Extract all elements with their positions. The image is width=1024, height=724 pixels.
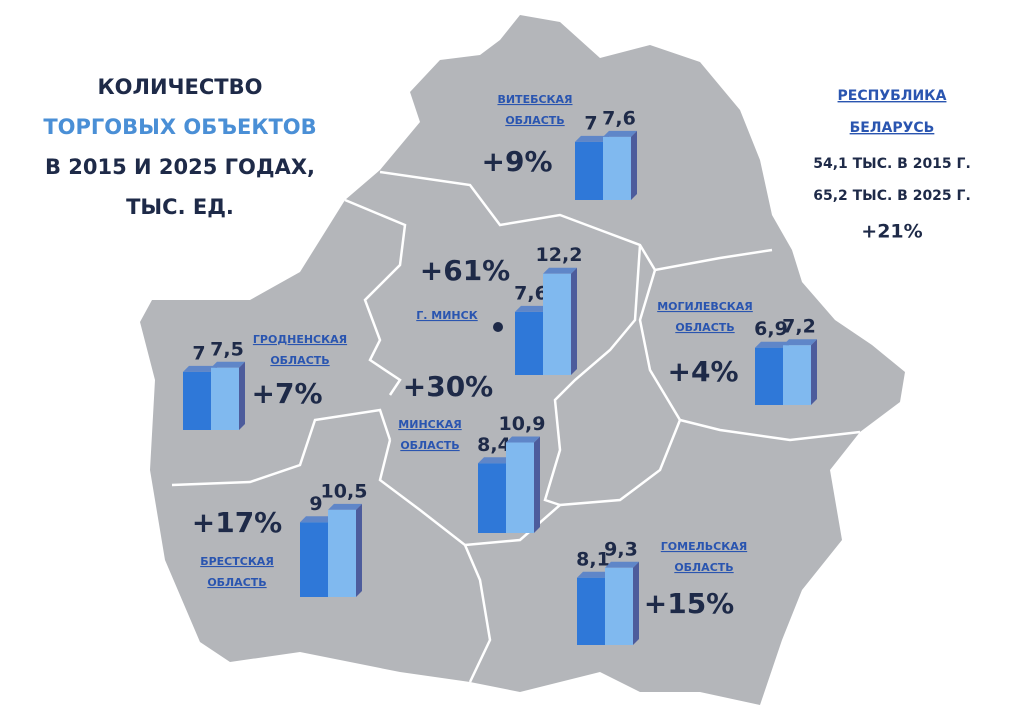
bar <box>300 522 328 597</box>
bar-side <box>356 503 362 597</box>
region-name: ОБЛАСТЬ <box>207 576 266 589</box>
bar-top <box>543 267 577 274</box>
bar-side <box>239 361 245 430</box>
region-change: +7% <box>252 377 323 410</box>
region-name: ОБЛАСТЬ <box>675 321 734 334</box>
bar-top <box>575 135 609 142</box>
republic-2015: 54,1 ТЫС. В 2015 Г. <box>813 156 971 172</box>
value-label: 12,2 <box>536 244 583 266</box>
region-name: ВИТЕБСКАЯ <box>497 93 572 106</box>
bar <box>328 509 356 597</box>
region-name: ОБЛАСТЬ <box>505 114 564 127</box>
bar-top <box>211 361 245 368</box>
bar-top <box>755 341 789 348</box>
minsk-city-dot <box>493 322 503 332</box>
bar-side <box>633 561 639 645</box>
value-label: 8,4 <box>477 434 511 456</box>
bar-side <box>811 339 817 405</box>
bar <box>783 345 811 405</box>
region-name: ОБЛАСТЬ <box>400 439 459 452</box>
region-change: +15% <box>644 587 734 620</box>
bar <box>603 136 631 200</box>
bar <box>478 463 506 533</box>
title-line: ТЫС. ЕД. <box>126 195 234 219</box>
region-borders <box>171 170 861 683</box>
bar <box>755 347 783 405</box>
region-name: Г. МИНСК <box>416 309 477 322</box>
value-label: 6,9 <box>754 318 788 340</box>
bar-side <box>631 130 637 200</box>
region-name: ОБЛАСТЬ <box>270 354 329 367</box>
bar-side <box>534 436 540 533</box>
value-label: 9 <box>309 493 322 515</box>
value-label: 7,5 <box>210 338 244 360</box>
value-label: 10,5 <box>321 480 368 502</box>
title-line: ТОРГОВЫХ ОБЪЕКТОВ <box>43 115 316 139</box>
bar <box>577 577 605 645</box>
region-name: ОБЛАСТЬ <box>674 561 733 574</box>
title-line: В 2015 И 2025 ГОДАХ, <box>45 155 315 179</box>
value-label: 7 <box>192 342 205 364</box>
region-name: ГРОДНЕНСКАЯ <box>253 333 347 346</box>
region-change: +9% <box>482 145 553 178</box>
region-change: +61% <box>420 254 510 287</box>
republic-name: БЕЛАРУСЬ <box>850 120 935 136</box>
bar-top <box>515 305 549 312</box>
bar-top <box>783 339 817 346</box>
value-label: 9,3 <box>604 538 638 560</box>
title-line: КОЛИЧЕСТВО <box>98 75 263 99</box>
bar <box>605 567 633 645</box>
bar-side <box>571 267 577 375</box>
value-label: 7 <box>584 112 597 134</box>
region-change: +17% <box>192 506 282 539</box>
bar <box>211 367 239 430</box>
value-label: 7,6 <box>602 107 636 129</box>
republic-name: РЕСПУБЛИКА <box>838 88 947 104</box>
bar-top <box>605 561 639 568</box>
bar <box>183 371 211 430</box>
republic-change: +21% <box>861 221 922 243</box>
value-label: 8,1 <box>576 548 610 570</box>
bar-top <box>506 436 540 443</box>
bar <box>543 273 571 375</box>
value-label: 7,2 <box>782 316 816 338</box>
bar-top <box>603 130 637 137</box>
bar-top <box>577 571 611 578</box>
bar-top <box>328 503 362 510</box>
value-label: 7,6 <box>514 282 548 304</box>
bar <box>506 442 534 533</box>
value-label: 10,9 <box>499 413 546 435</box>
bar-top <box>300 516 334 523</box>
region-name: МОГИЛЕВСКАЯ <box>657 300 753 313</box>
bar <box>515 311 543 375</box>
region-name: ГОМЕЛЬСКАЯ <box>661 540 747 553</box>
republic-2025: 65,2 ТЫС. В 2025 Г. <box>813 188 971 204</box>
region-name: БРЕСТСКАЯ <box>200 555 274 568</box>
region-change: +4% <box>668 355 739 388</box>
bar-top <box>478 457 512 464</box>
bar <box>575 141 603 200</box>
region-name: МИНСКАЯ <box>398 418 461 431</box>
bar-top <box>183 365 217 372</box>
region-change: +30% <box>403 370 493 403</box>
